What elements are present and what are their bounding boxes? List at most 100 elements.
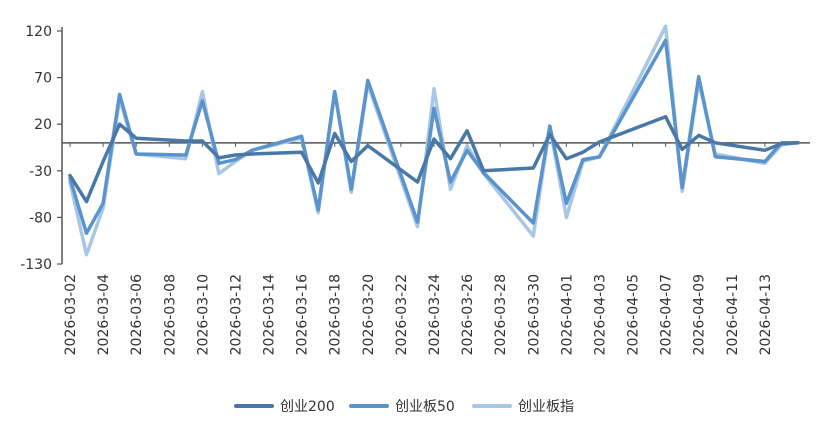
- series-lines: [68, 24, 800, 257]
- series-line-1: [68, 38, 800, 235]
- data-point: [367, 79, 369, 82]
- y-tick-label: -80: [29, 210, 52, 226]
- data-point: [85, 200, 88, 203]
- x-tick-label: 2026-03-22: [394, 274, 410, 355]
- data-point: [433, 138, 435, 140]
- data-point: [185, 154, 187, 156]
- data-point: [565, 202, 568, 205]
- data-point: [317, 182, 320, 184]
- data-point: [300, 151, 303, 153]
- data-point: [350, 188, 353, 191]
- x-tick-label: 2026-03-02: [63, 274, 79, 355]
- y-tick-label: -130: [20, 257, 52, 273]
- x-tick-label: 2026-03-30: [526, 274, 542, 355]
- x-axis: 2026-03-02 2026-03-04 2026-03-06 2026-03-08…: [63, 142, 774, 355]
- data-point: [582, 158, 584, 161]
- data-point: [714, 142, 717, 144]
- data-point: [300, 135, 303, 138]
- data-point: [218, 157, 220, 159]
- data-point: [367, 144, 369, 147]
- data-point: [218, 172, 220, 175]
- x-tick-label: 2026-03-06: [129, 274, 145, 355]
- data-point: [118, 93, 121, 96]
- x-tick-label: 2026-04-05: [626, 274, 642, 355]
- x-tick-label: 2026-03-14: [262, 274, 278, 355]
- data-point: [218, 162, 220, 165]
- x-tick-label: 2026-03-08: [162, 274, 178, 355]
- data-point: [482, 170, 485, 172]
- legend-label: 创业板指: [518, 399, 574, 415]
- x-tick-label: 2026-04-13: [758, 274, 774, 355]
- data-point: [681, 190, 683, 193]
- x-tick-label: 2026-04-09: [692, 274, 708, 355]
- data-point: [664, 115, 667, 118]
- data-point: [681, 148, 683, 151]
- legend-label: 创业板50: [395, 399, 455, 415]
- x-tick-label: 2026-03-10: [195, 274, 211, 355]
- series-line-0: [68, 114, 800, 204]
- y-axis: 120 70 20 -30 -80 -130: [20, 24, 63, 273]
- data-point: [416, 181, 419, 183]
- x-tick-label: 2026-03-12: [228, 274, 244, 355]
- data-point: [102, 202, 104, 205]
- data-point: [251, 153, 253, 155]
- x-tick-label: 2026-04-01: [559, 274, 575, 355]
- data-point: [69, 174, 71, 177]
- data-point: [764, 149, 766, 152]
- x-tick-label: 2026-04-03: [592, 274, 608, 355]
- data-point: [549, 125, 551, 127]
- y-tick-label: 20: [34, 117, 52, 133]
- data-point: [201, 90, 204, 93]
- data-point: [582, 151, 584, 153]
- data-point: [466, 144, 468, 147]
- x-tick-label: 2026-03-20: [361, 274, 377, 355]
- data-point: [764, 160, 766, 163]
- x-tick-label: 2026-03-26: [460, 274, 476, 355]
- data-point: [532, 235, 535, 237]
- data-point: [317, 211, 320, 214]
- data-point: [598, 141, 601, 143]
- data-point: [85, 232, 88, 234]
- data-point: [433, 88, 435, 90]
- data-point: [185, 140, 187, 142]
- x-tick-label: 2026-04-11: [725, 274, 741, 355]
- y-tick-label: -30: [29, 164, 52, 180]
- x-tick-label: 2026-03-18: [328, 274, 344, 355]
- data-point: [449, 157, 452, 160]
- data-point: [135, 137, 137, 139]
- data-point: [532, 222, 535, 224]
- data-point: [598, 156, 601, 158]
- data-point: [102, 160, 104, 163]
- data-point: [234, 154, 237, 156]
- data-point: [466, 149, 468, 152]
- data-point: [201, 100, 204, 102]
- data-point: [333, 90, 336, 93]
- data-point: [416, 225, 419, 228]
- data-point: [251, 149, 253, 152]
- data-point: [449, 181, 452, 183]
- data-point: [85, 253, 88, 256]
- data-point: [466, 129, 468, 132]
- x-tick-label: 2026-03-04: [96, 274, 112, 355]
- x-tick-label: 2026-03-16: [295, 274, 311, 355]
- x-tick-label: 2026-03-28: [493, 274, 509, 355]
- legend: 创业200 创业板50 创业板指: [234, 399, 574, 415]
- data-point: [664, 25, 667, 28]
- data-point: [433, 107, 435, 110]
- data-point: [681, 186, 683, 189]
- x-tick-label: 2026-04-07: [659, 274, 675, 355]
- y-tick-label: 120: [25, 24, 52, 40]
- data-point: [333, 132, 336, 135]
- x-tick-label: 2026-03-24: [427, 274, 443, 355]
- data-point: [565, 216, 568, 219]
- data-point: [201, 140, 204, 142]
- data-point: [118, 123, 121, 125]
- legend-label: 创业200: [280, 399, 335, 415]
- data-point: [350, 160, 353, 163]
- data-point: [185, 157, 187, 160]
- data-point: [664, 39, 667, 42]
- data-point: [234, 158, 237, 161]
- data-point: [416, 221, 419, 223]
- data-point: [449, 188, 452, 191]
